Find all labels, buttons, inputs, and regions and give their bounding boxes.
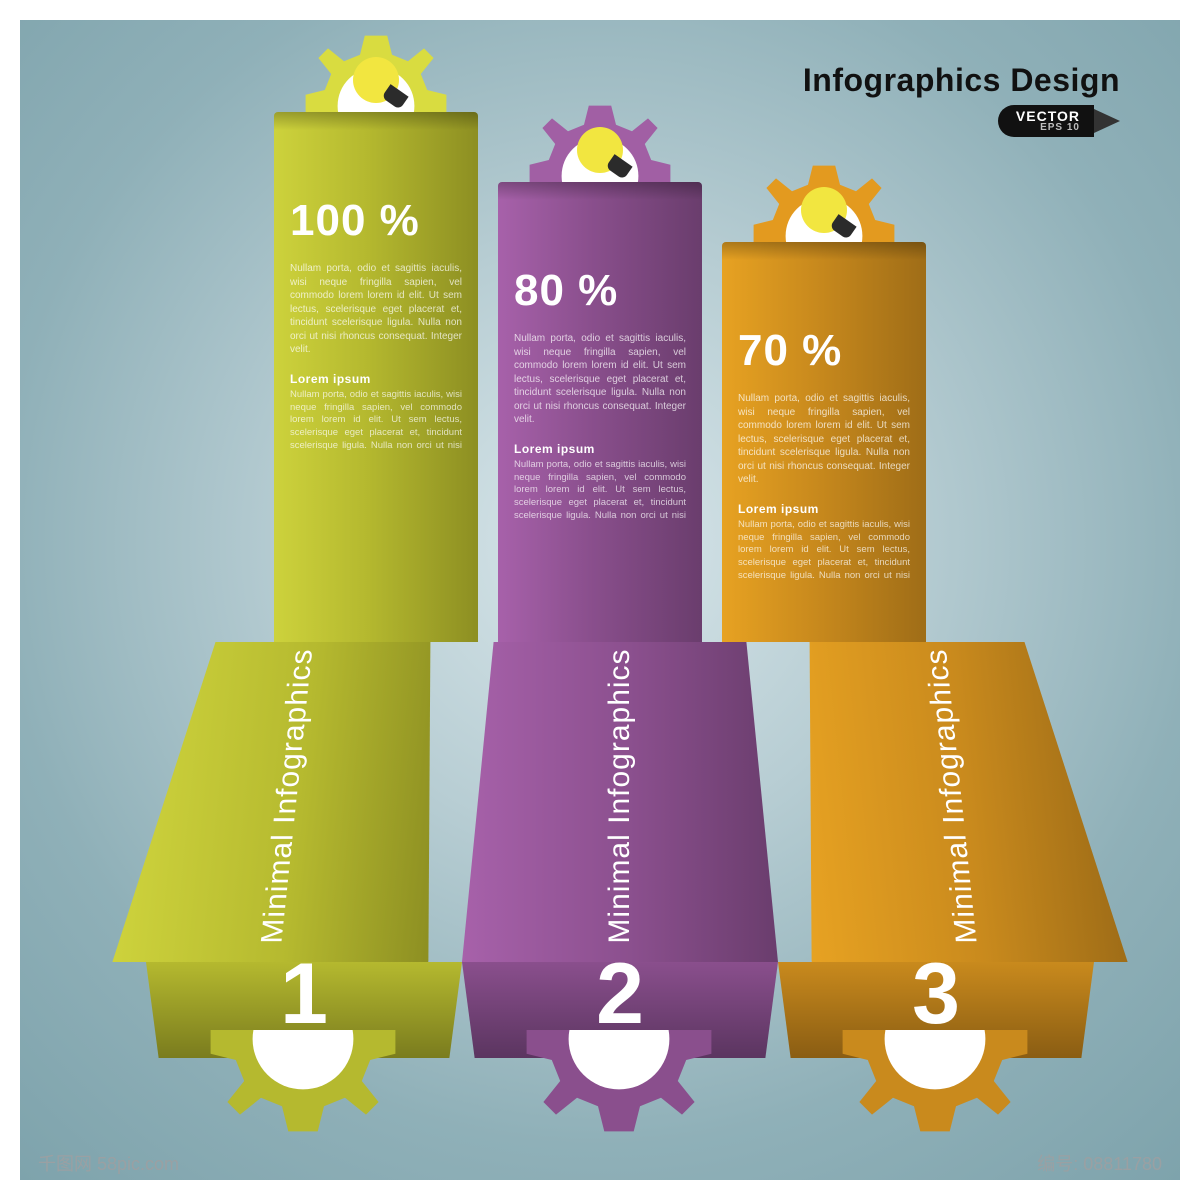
column-3-panel: 70 % Nullam porta, odio et sagittis iacu…: [722, 242, 926, 642]
footer-meta: 千图网 58pic.com 编号: 08811780: [20, 1144, 1180, 1182]
id-label: 编号: 08811780: [1037, 1150, 1162, 1176]
column-1-panel: 100 % Nullam porta, odio et sagittis iac…: [274, 112, 478, 642]
gear-icon: [296, 26, 456, 126]
percent-label: 70 %: [738, 326, 910, 376]
gear-icon: [514, 1030, 724, 1150]
source-label: 千图网 58pic.com: [38, 1150, 179, 1176]
column-number: 2: [596, 956, 644, 1033]
column-number: 3: [912, 956, 960, 1033]
floor-strip-2: Minimal Infographics: [462, 642, 778, 962]
floor-label: Minimal Infographics: [920, 648, 985, 943]
column-number: 1: [280, 956, 328, 1033]
lightbulb-icon: [353, 57, 399, 103]
column-2-panel: 80 % Nullam porta, odio et sagittis iacu…: [498, 182, 702, 642]
column-body: Nullam porta, odio et sagittis iaculis, …: [514, 332, 686, 522]
lightbulb-icon: [577, 127, 623, 173]
lightbulb-icon: [801, 187, 847, 233]
column-body: Nullam porta, odio et sagittis iaculis, …: [290, 262, 462, 452]
percent-label: 80 %: [514, 266, 686, 316]
percent-label: 100 %: [290, 196, 462, 246]
stage: 100 % Nullam porta, odio et sagittis iac…: [70, 112, 1130, 1152]
gear-icon: [198, 1030, 408, 1150]
gear-icon: [744, 156, 904, 256]
page-title: Infographics Design: [803, 62, 1120, 99]
infographic-canvas: Infographics Design VECTOR EPS 10: [0, 0, 1200, 1200]
gear-icon: [520, 96, 680, 196]
floor-label: Minimal Infographics: [603, 648, 637, 943]
column-body: Nullam porta, odio et sagittis iaculis, …: [738, 392, 910, 582]
gear-icon: [830, 1030, 1040, 1150]
floor-label: Minimal Infographics: [255, 648, 320, 943]
